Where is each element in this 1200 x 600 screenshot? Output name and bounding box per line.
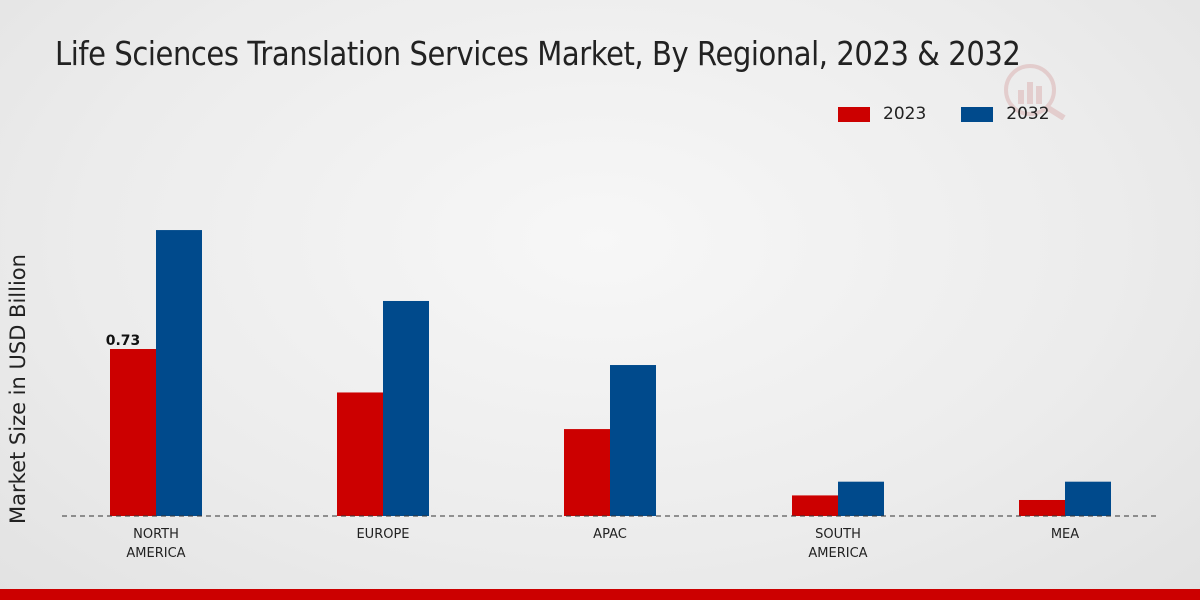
bar-apac-2023 <box>564 429 610 516</box>
bar-south-america-2023 <box>792 495 838 516</box>
watermark-logo-icon <box>1000 60 1070 124</box>
x-tick-label-south-america: SOUTH AMERICA <box>808 527 867 561</box>
bar-apac-2032 <box>610 365 656 516</box>
bar-mea-2032 <box>1065 481 1111 516</box>
legend-item-2023: 2023 <box>838 104 926 124</box>
x-tick-labels: NORTH AMERICA EUROPE APAC SOUTH AMERICA MEA <box>126 527 1079 561</box>
x-tick-label-europe: EUROPE <box>356 527 409 542</box>
bar-north-america-2032 <box>156 230 202 516</box>
x-tick-label-apac: APAC <box>593 527 627 542</box>
chart-legend: 2023 2032 <box>838 104 1085 124</box>
x-tick-label-north-america: NORTH AMERICA <box>126 527 185 561</box>
legend-label-2032: 2032 <box>1006 104 1050 124</box>
bars-group <box>110 230 1111 516</box>
bar-mea-2023 <box>1019 499 1065 516</box>
bar-europe-2023 <box>337 392 383 516</box>
bar-south-america-2032 <box>838 481 884 516</box>
bar-north-america-2023 <box>110 349 156 516</box>
data-labels: 0.73 <box>106 333 141 349</box>
legend-swatch-2023 <box>838 106 870 122</box>
footer-accent-bar <box>0 589 1200 600</box>
data-label-north-america-2023: 0.73 <box>106 333 141 349</box>
legend-swatch-2032 <box>961 106 994 122</box>
legend-item-2032: 2032 <box>961 104 1050 124</box>
legend-label-2023: 2023 <box>883 104 927 124</box>
chart-title: Life Sciences Translation Services Marke… <box>55 34 1021 73</box>
bar-europe-2032 <box>383 300 429 516</box>
x-tick-label-mea: MEA <box>1051 527 1079 542</box>
